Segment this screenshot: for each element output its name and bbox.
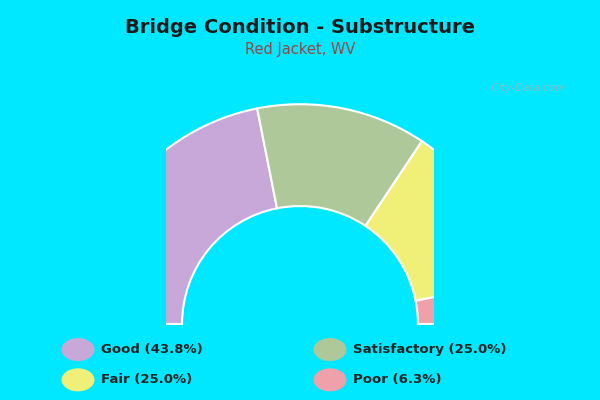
Text: Bridge Condition - Substructure: Bridge Condition - Substructure xyxy=(125,18,475,37)
Ellipse shape xyxy=(62,368,95,391)
Text: Poor (6.3%): Poor (6.3%) xyxy=(353,373,442,386)
Wedge shape xyxy=(365,141,515,301)
Text: Satisfactory (25.0%): Satisfactory (25.0%) xyxy=(353,343,506,356)
Ellipse shape xyxy=(314,368,347,391)
Text: City-Data.com: City-Data.com xyxy=(488,83,565,93)
Text: Good (43.8%): Good (43.8%) xyxy=(101,343,203,356)
Text: Red Jacket, WV: Red Jacket, WV xyxy=(245,42,355,57)
Wedge shape xyxy=(257,104,422,226)
Text: Fair (25.0%): Fair (25.0%) xyxy=(101,373,192,386)
Wedge shape xyxy=(416,281,520,324)
Ellipse shape xyxy=(62,338,95,361)
Ellipse shape xyxy=(314,338,347,361)
Wedge shape xyxy=(80,108,277,324)
